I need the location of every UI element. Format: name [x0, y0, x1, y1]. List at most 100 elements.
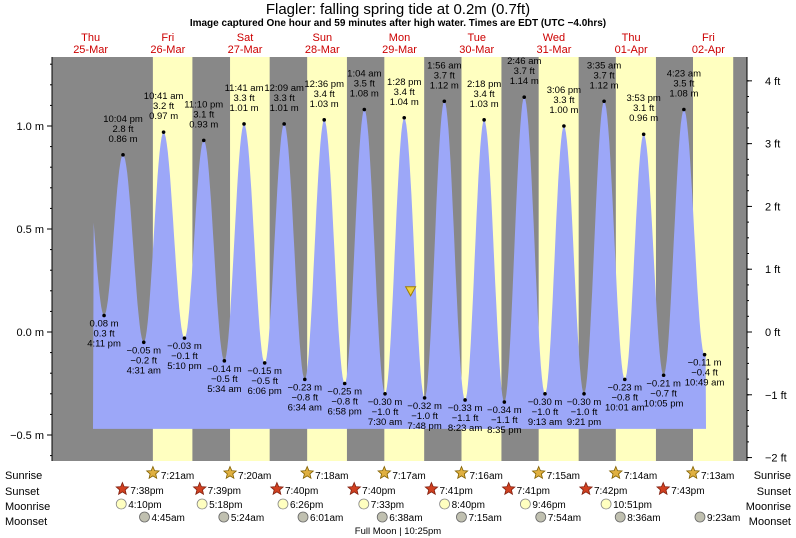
tide-label: 6:58 pm [328, 407, 362, 418]
tide-label: −0.34 m [487, 405, 522, 416]
day-of-week: Wed [543, 32, 565, 44]
tide-label: −0.03 m [167, 341, 202, 352]
day-date: 30-Mar [459, 44, 494, 56]
tide-label: −0.15 m [247, 366, 282, 377]
tide-point [282, 122, 286, 126]
tide-label: 10:05 pm [644, 398, 684, 409]
tide-label: 3.7 ft [514, 66, 535, 77]
tide-label: 8:35 pm [487, 425, 521, 436]
tide-labels: 0.08 m0.3 ft4:11 pm 10:04 pm2.8 ft0.86 m −… [87, 56, 724, 436]
tide-point [161, 130, 166, 134]
moonset-row-label: Moonset [5, 516, 47, 528]
moonset-time: 7:54am [548, 513, 581, 524]
moonrise-time: 4:10pm [128, 500, 161, 511]
moonrise-icon [196, 498, 208, 510]
sunset-icon [115, 481, 130, 496]
sunrise-time: 7:17am [392, 471, 425, 482]
tide-label: 3.3 ft [233, 93, 254, 104]
tide-label: 1.03 m [470, 99, 499, 110]
sunset-time: 7:40pm [285, 486, 318, 497]
left-tick-label: 1.0 m [16, 121, 44, 133]
sunset-time: 7:38pm [130, 486, 163, 497]
sunrise-time: 7:20am [238, 471, 271, 482]
sunrise-time: 7:15am [547, 471, 580, 482]
right-tick-label: −1 ft [765, 390, 787, 402]
tide-label: 9:21 pm [567, 417, 601, 428]
moonrise-icon [519, 498, 531, 510]
tide-label: 12:09 am [264, 83, 304, 94]
tide-label: 8:23 am [448, 423, 482, 434]
day-of-week: Thu [622, 32, 641, 44]
sunset-time: 7:39pm [208, 486, 241, 497]
tide-label: 9:13 am [528, 417, 562, 428]
tide-label: 3.4 ft [314, 89, 335, 100]
sunset-icon [501, 481, 516, 496]
tide-label: −0.5 ft [211, 374, 238, 385]
tide-label: 3.7 ft [434, 70, 455, 81]
tide-label: 3:53 pm [626, 93, 660, 104]
tide-label: 1.12 m [590, 80, 619, 91]
tide-label: 4:23 am [667, 69, 701, 80]
tide-label: 3.4 ft [394, 87, 415, 98]
tide-point [562, 124, 566, 128]
tide-label: −1.1 ft [452, 413, 479, 424]
tide-label: −0.30 m [567, 397, 602, 408]
tide-label: −0.30 m [528, 397, 563, 408]
day-of-week: Tue [467, 32, 486, 44]
tide-label: 3.5 ft [673, 79, 694, 90]
moonrise-time: 9:46pm [532, 500, 565, 511]
tide-point [121, 153, 125, 157]
tide-point [342, 381, 347, 386]
tide-label: 3.1 ft [633, 103, 654, 114]
tide-label: 1:56 am [427, 60, 461, 71]
day-of-week: Mon [389, 32, 410, 44]
moon-phase-label: Full Moon | 10:25pm [355, 526, 442, 537]
left-tick-label: 0.0 m [16, 327, 44, 339]
tide-label: 3.4 ft [474, 89, 495, 100]
day-date: 28-Mar [305, 44, 340, 56]
tide-point [543, 392, 547, 396]
tide-label: 1.01 m [230, 103, 259, 114]
tide-label: 1.00 m [549, 105, 578, 116]
sunset-icon [347, 481, 362, 496]
axes: 1.0 m 0.5 m 0.0 m −0.5 m 4 ft 3 ft 2 ft 1 ft 0 f… [10, 57, 787, 465]
tide-label: −1.1 ft [491, 415, 518, 426]
tide-label: −0.23 m [607, 382, 642, 393]
moonrise-icon [358, 498, 370, 510]
night-band [733, 57, 747, 461]
tide-point [402, 115, 407, 120]
sunrise-icon [300, 465, 315, 480]
moonset-icon [535, 511, 547, 523]
tide-label: −0.8 ft [331, 397, 358, 408]
sunset-row-label: Sunset [757, 486, 791, 498]
sunrise-icon [222, 465, 238, 480]
tide-label: −0.32 m [407, 401, 442, 412]
tide-point [242, 122, 246, 126]
day-date: 01-Apr [615, 44, 648, 56]
sunrise-icon [377, 465, 392, 480]
tide-label: 3.1 ft [193, 109, 214, 120]
tide-label: −1.0 ft [411, 411, 438, 422]
tide-label: −1.0 ft [571, 407, 598, 418]
tide-label: 3.7 ft [594, 70, 615, 81]
tide-label: 5:10 pm [167, 361, 201, 372]
sunset-time: 7:41pm [517, 486, 550, 497]
moonrise-icon [439, 498, 451, 510]
tide-label: −0.7 ft [650, 388, 677, 399]
tide-label: −0.05 m [126, 345, 161, 356]
moonset-icon [694, 511, 706, 523]
moonrise-row-label: Moonrise [746, 501, 791, 513]
tide-label: 6:06 pm [248, 386, 282, 397]
sunset-time: 7:43pm [671, 486, 704, 497]
right-tick-label: 2 ft [765, 201, 780, 213]
tide-label: 0.3 ft [94, 329, 115, 340]
tide-point [383, 392, 387, 396]
moonset-icon [218, 511, 230, 523]
tide-label: 2.8 ft [112, 124, 133, 135]
moonrise-time: 10:51pm [613, 500, 652, 511]
tide-label: 2:46 am [507, 56, 541, 67]
moonset-time: 4:45am [152, 513, 185, 524]
sunset-icon [578, 481, 594, 496]
tide-label: 1.08 m [669, 89, 698, 100]
sunset-time: 7:40pm [362, 486, 395, 497]
